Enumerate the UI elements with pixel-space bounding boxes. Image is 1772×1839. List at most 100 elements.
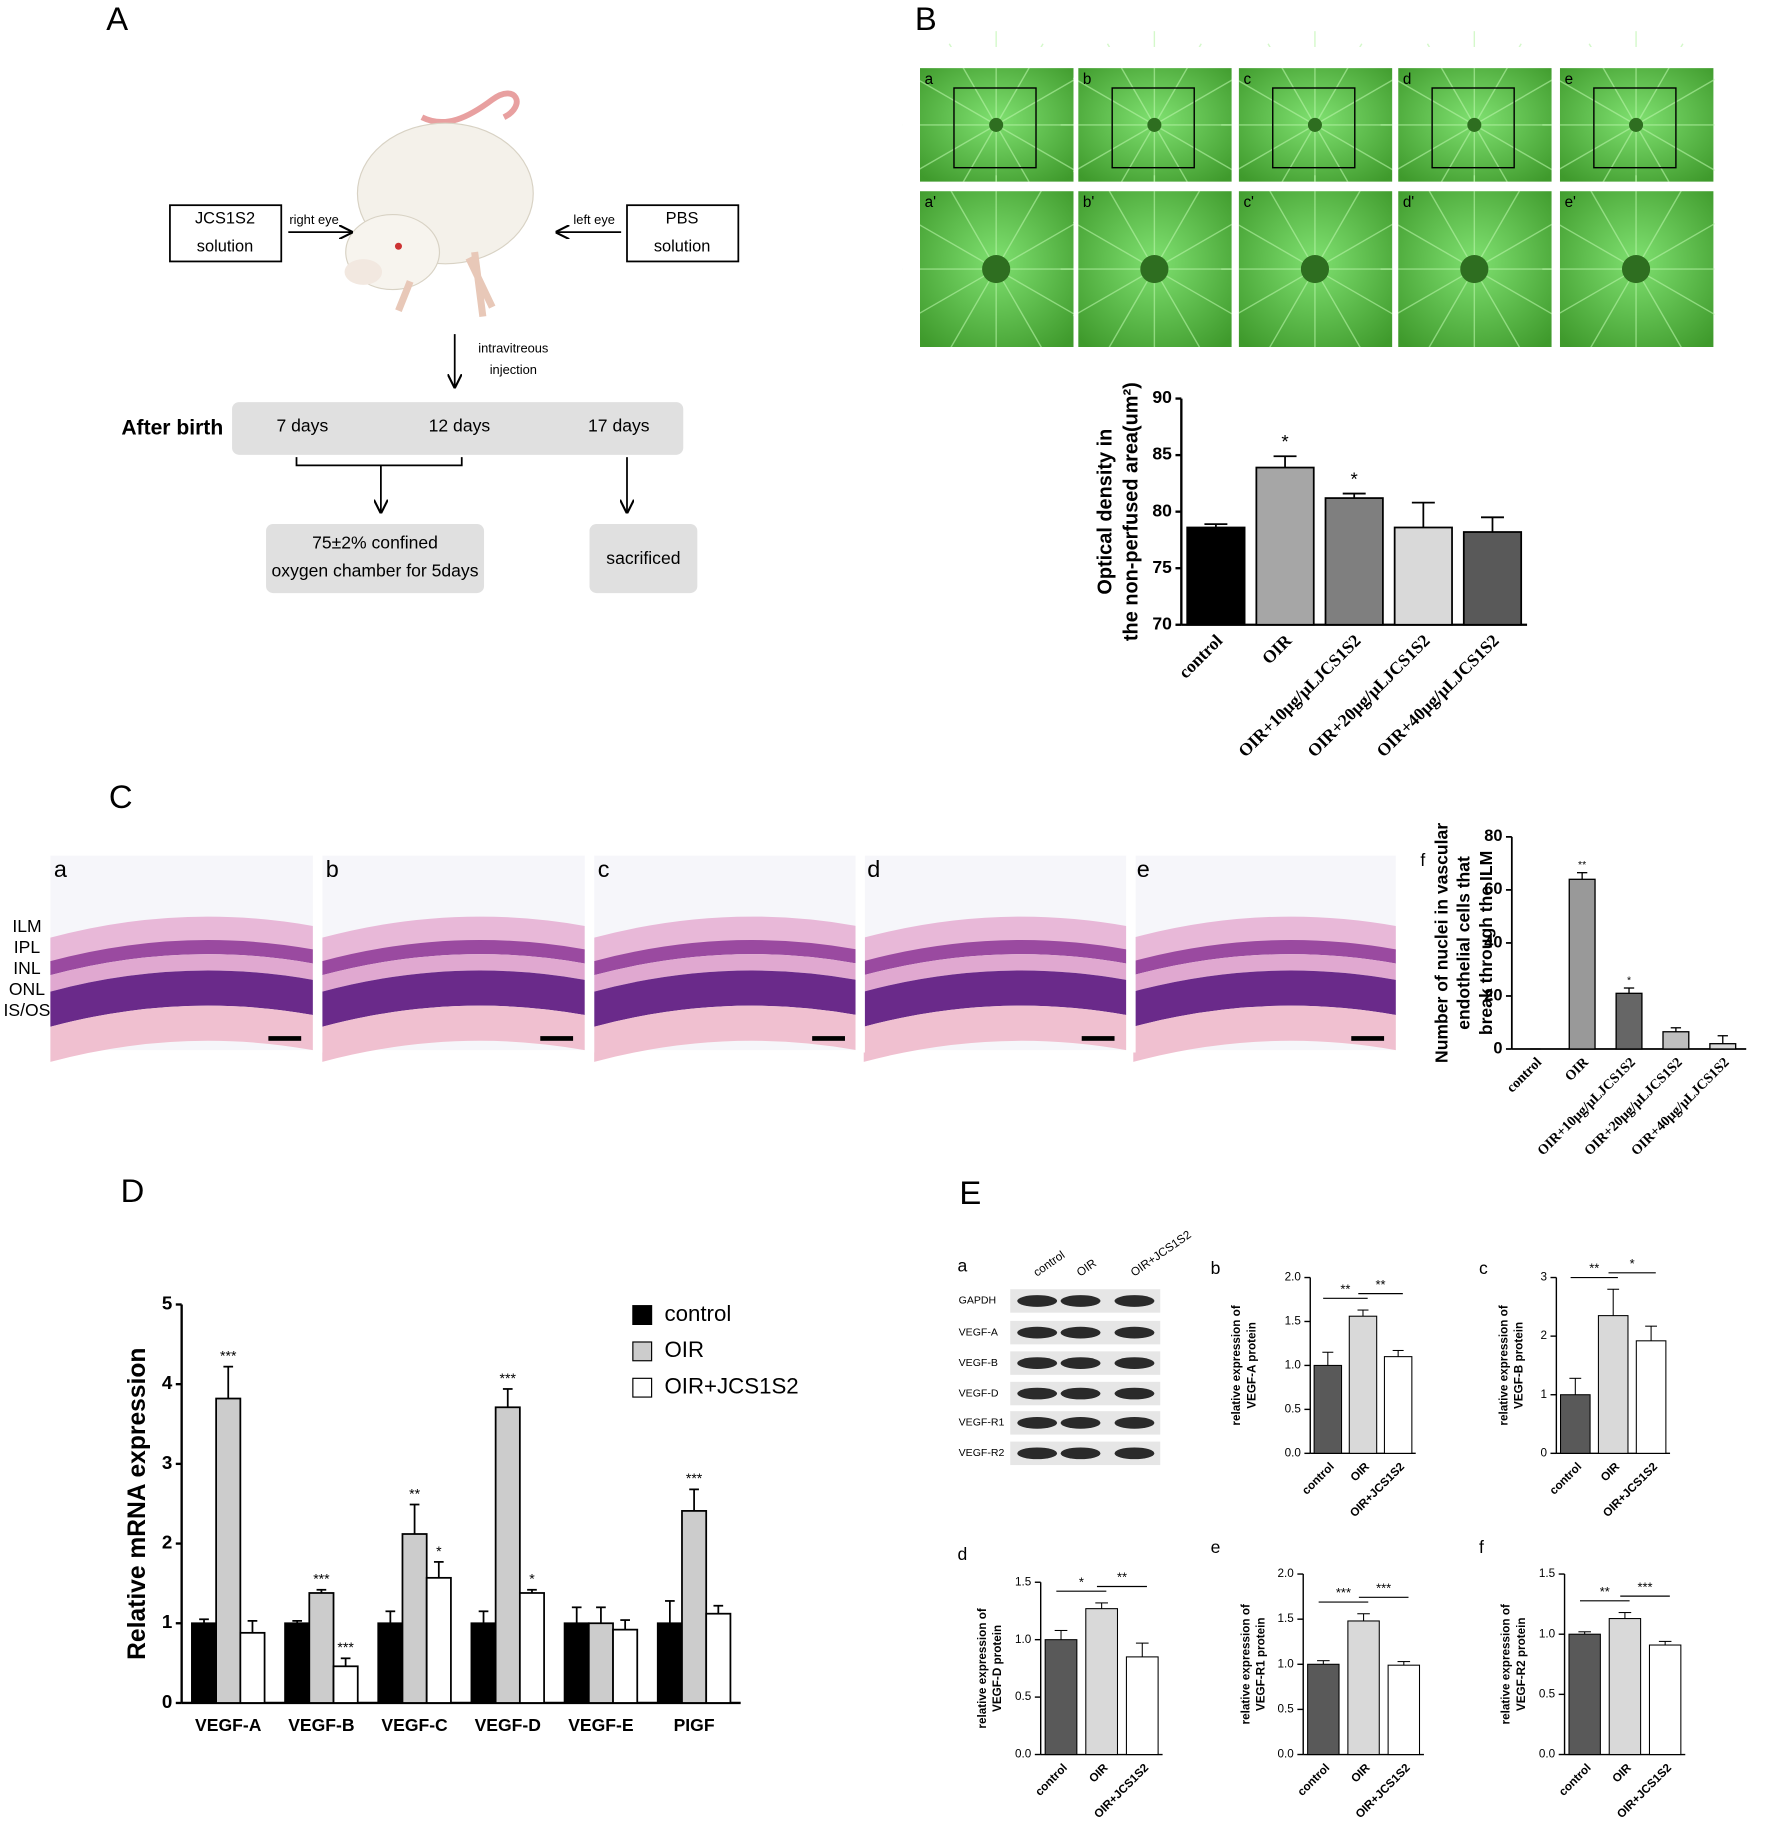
y-tick-label: 0.5 bbox=[1539, 1687, 1556, 1700]
sub-panel-label: b bbox=[1211, 1258, 1221, 1278]
significance-label: * bbox=[1079, 1574, 1084, 1589]
blot-band bbox=[1060, 1295, 1101, 1307]
sub-panel-label: f bbox=[1420, 850, 1425, 870]
timeline-label: After birth bbox=[121, 417, 223, 440]
blot-band bbox=[1060, 1357, 1101, 1369]
vessel bbox=[1635, 221, 1718, 270]
bar bbox=[1348, 1315, 1378, 1454]
inset-box bbox=[1272, 87, 1356, 169]
retina-layer bbox=[1133, 940, 1396, 976]
vessel bbox=[1554, 268, 1637, 317]
bar bbox=[494, 1406, 521, 1704]
x-tick-label: VEGF-A bbox=[195, 1715, 262, 1735]
box-text: PBS bbox=[666, 210, 699, 228]
vessel bbox=[1154, 77, 1236, 126]
blot-band bbox=[1114, 1387, 1155, 1400]
y-tick-label: 70 bbox=[1152, 613, 1172, 633]
box-text: 75±2% confined bbox=[312, 533, 438, 553]
retina-layer bbox=[1133, 1005, 1396, 1062]
protein-label: VEGF-R1 bbox=[959, 1417, 1005, 1429]
gutter bbox=[584, 853, 595, 1053]
significance-label: ** bbox=[1340, 1282, 1350, 1297]
bar bbox=[1568, 1633, 1601, 1756]
blot-band bbox=[1114, 1447, 1155, 1460]
vessel bbox=[1072, 221, 1155, 270]
x-tick-label: OIR bbox=[1258, 630, 1296, 668]
significance-label: *** bbox=[686, 1470, 703, 1486]
bar bbox=[1313, 1364, 1343, 1454]
optic-disc bbox=[1300, 255, 1329, 284]
retina-layer bbox=[322, 970, 585, 1027]
image-label: d bbox=[867, 856, 880, 882]
vessel bbox=[1314, 268, 1363, 351]
image-label: b' bbox=[1083, 194, 1094, 211]
vessel bbox=[1473, 77, 1556, 126]
retina-layer bbox=[863, 970, 1127, 1027]
y-tick-label: 3 bbox=[1540, 1271, 1547, 1284]
bar bbox=[1044, 1639, 1078, 1756]
blot-band bbox=[1114, 1295, 1155, 1307]
vessel bbox=[1426, 187, 1475, 270]
bar bbox=[1615, 992, 1643, 1050]
x-tick-label: OIR bbox=[1349, 1761, 1373, 1785]
significance-label: *** bbox=[1336, 1585, 1351, 1600]
layer-label: ILM bbox=[12, 916, 41, 936]
inset-box bbox=[1111, 87, 1195, 169]
bar bbox=[563, 1622, 590, 1704]
vessel bbox=[914, 268, 997, 317]
gutter bbox=[1714, 46, 1772, 364]
y-tick-label: 0 bbox=[1540, 1446, 1547, 1459]
retina-layer bbox=[1133, 970, 1396, 1027]
significance-label: ** bbox=[1589, 1261, 1599, 1276]
timeline-day: 7 days bbox=[276, 415, 328, 435]
vessel bbox=[1635, 187, 1684, 270]
x-tick-label: VEGF-B bbox=[288, 1715, 354, 1735]
vessel bbox=[1635, 268, 1718, 317]
y-tick-label: 2 bbox=[162, 1532, 172, 1553]
x-tick-label: control bbox=[1547, 1460, 1584, 1497]
y-tick-label: 1.5 bbox=[1285, 1315, 1302, 1328]
vessel bbox=[995, 77, 1078, 126]
x-tick-label: control bbox=[1295, 1761, 1332, 1798]
y-axis-title: VEGF-R1 protein bbox=[1255, 1617, 1268, 1711]
x-tick-label: control bbox=[1504, 1054, 1546, 1096]
y-tick-label: 1.0 bbox=[1015, 1633, 1032, 1646]
scale-bar bbox=[540, 1036, 574, 1041]
vessel bbox=[1392, 268, 1475, 317]
bar bbox=[1186, 526, 1246, 626]
significance-label: *** bbox=[313, 1571, 330, 1587]
bar bbox=[377, 1622, 404, 1704]
vessel bbox=[1314, 268, 1397, 317]
vessel bbox=[1233, 268, 1316, 317]
blot-label: a bbox=[957, 1256, 967, 1276]
y-axis-title: break through the ILM bbox=[1476, 851, 1496, 1035]
image-label: c bbox=[598, 856, 610, 882]
gutter bbox=[855, 853, 865, 1053]
bar bbox=[1307, 1663, 1340, 1756]
y-axis-title: relative expression of bbox=[1239, 1604, 1252, 1724]
vessel bbox=[1154, 268, 1236, 317]
image-label: e bbox=[1137, 856, 1150, 882]
y-tick-label: 2.0 bbox=[1285, 1271, 1302, 1284]
legend-label: OIR+JCS1S2 bbox=[665, 1374, 799, 1399]
y-axis-title: Number of nuclei in vascular bbox=[1431, 823, 1451, 1063]
legend-label: OIR bbox=[665, 1337, 705, 1362]
image-label: a' bbox=[925, 194, 936, 211]
panel-label: A bbox=[106, 0, 128, 37]
vessel bbox=[1233, 77, 1316, 126]
bar bbox=[239, 1631, 266, 1704]
vessel bbox=[948, 268, 997, 351]
vessel bbox=[1072, 77, 1155, 126]
significance-label: ** bbox=[1578, 859, 1586, 871]
retina-layer bbox=[50, 916, 313, 964]
y-tick-label: 1.0 bbox=[1285, 1359, 1302, 1372]
image-label: c bbox=[1243, 71, 1251, 88]
protein-label: VEGF-D bbox=[959, 1387, 999, 1399]
y-tick-label: 1.0 bbox=[1278, 1657, 1295, 1670]
significance-label: * bbox=[1627, 974, 1631, 986]
y-tick-label: 85 bbox=[1152, 444, 1172, 464]
x-tick-label: OIR bbox=[1610, 1761, 1634, 1785]
x-tick-label: PIGF bbox=[674, 1715, 715, 1735]
y-tick-label: 0.5 bbox=[1278, 1702, 1295, 1715]
